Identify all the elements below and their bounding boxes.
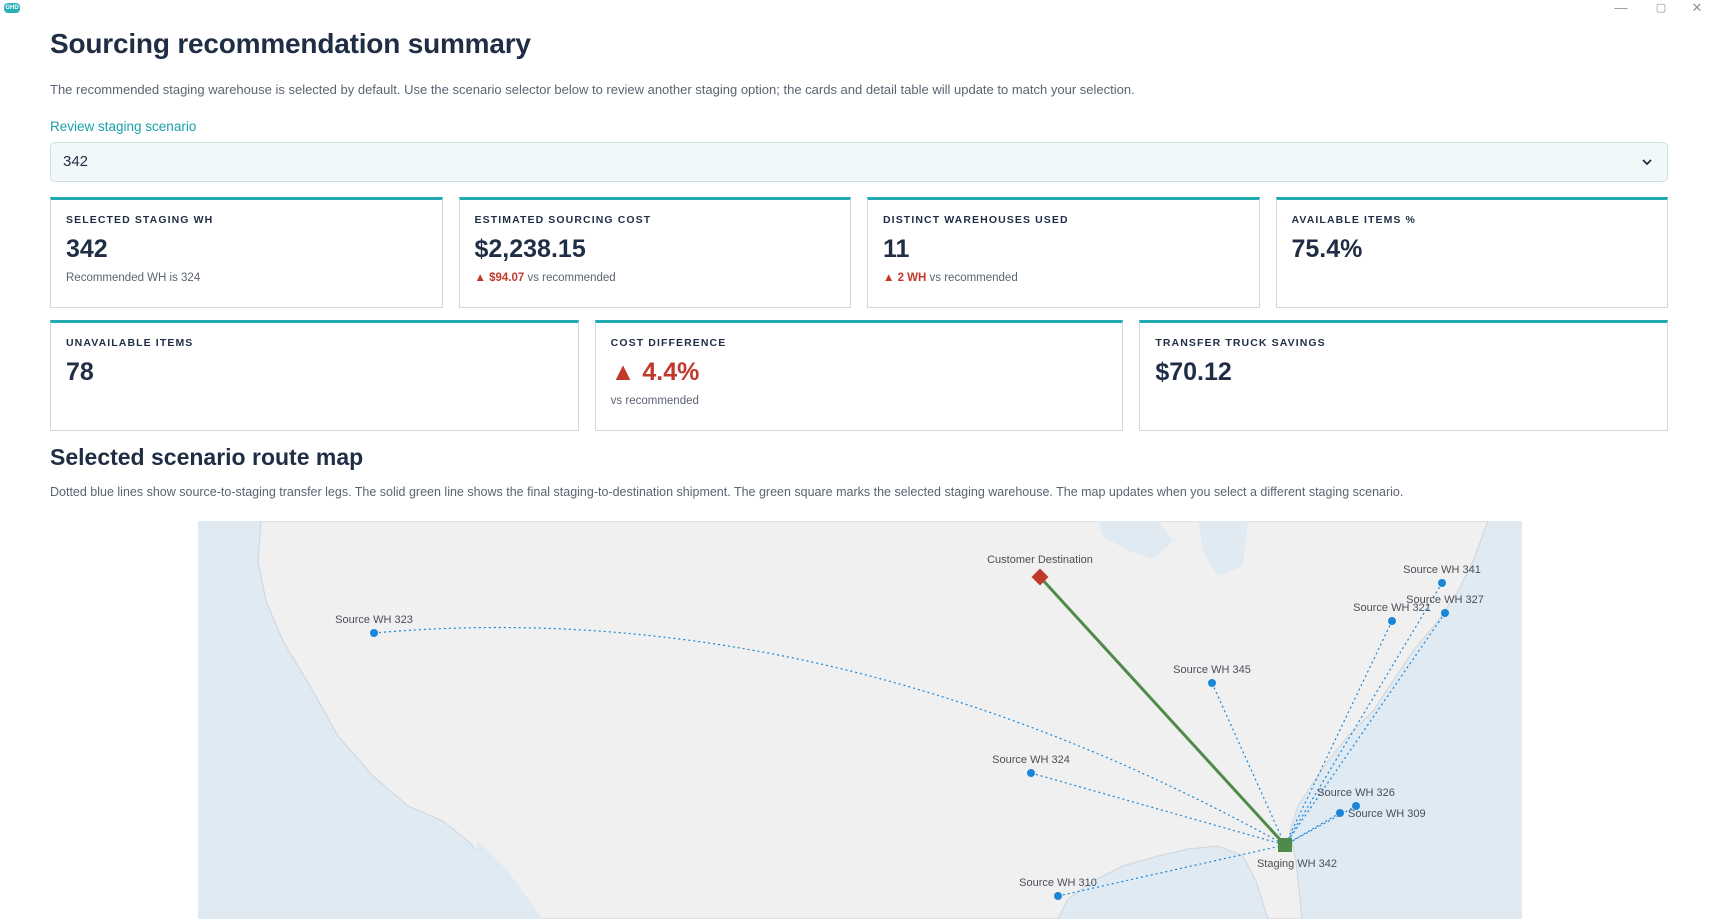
source-warehouse-marker [1438, 579, 1446, 587]
great-lakes [1198, 521, 1248, 576]
card-distinct-warehouses: DISTINCT WAREHOUSES USED 11 ▲ 2 WH vs re… [867, 197, 1260, 308]
card-estimated-cost: ESTIMATED SOURCING COST $2,238.15 ▲ $94.… [458, 197, 851, 308]
card-value: ▲ 4.4% [610, 358, 700, 386]
transfer-route-line [1284, 612, 1446, 846]
card-label: DISTINCT WAREHOUSES USED [883, 214, 1069, 226]
card-transfer-truck-savings: TRANSFER TRUCK SAVINGS $70.12 [1139, 320, 1669, 431]
card-value: 78 [66, 358, 94, 386]
source-warehouse-label: Source WH 309 [1348, 808, 1426, 820]
page-intro: The recommended staging warehouse is sel… [50, 82, 1135, 97]
card-sub: vs recommended [610, 395, 699, 407]
transfer-route-line [373, 626, 1286, 846]
close-icon[interactable]: ✕ [1691, 0, 1703, 15]
source-warehouse-marker [370, 629, 378, 637]
card-selected-staging: SELECTED STAGING WH 342 Recommended WH i… [50, 197, 443, 308]
card-value: 342 [66, 235, 108, 263]
source-warehouse-marker [1336, 809, 1344, 817]
great-lakes [1098, 521, 1173, 559]
scenario-selector-label: Review staging scenario [50, 119, 197, 134]
card-sub: ▲ $94.07 vs recommended [475, 272, 836, 284]
card-sub: ▲ 2 WH vs recommended [883, 272, 1244, 284]
staging-warehouse-marker [1278, 838, 1292, 852]
final-shipment-line [1038, 575, 1287, 847]
card-label: SELECTED STAGING WH [66, 214, 214, 226]
customer-destination-label: Customer Destination [987, 554, 1093, 566]
scenario-select-value: 342 [63, 153, 89, 170]
window-title-bar: GHD — ▢ ✕ [0, 0, 1711, 18]
land-mass [257, 521, 1489, 919]
source-warehouse-marker [1027, 769, 1035, 777]
card-value: 75.4% [1291, 235, 1363, 263]
route-map[interactable]: Source WH 323 Source WH 341 Source WH 327 S… [198, 521, 1522, 919]
route-lines [373, 575, 1446, 897]
source-warehouse-marker [1352, 802, 1360, 810]
card-value: $2,238.15 [474, 235, 586, 263]
source-warehouse-marker [1054, 892, 1062, 900]
transfer-route-line [1284, 620, 1393, 846]
source-warehouse-label: Source WH 327 [1406, 594, 1484, 606]
card-value: 11 [883, 235, 910, 263]
card-label: COST DIFFERENCE [610, 337, 727, 349]
card-cost-difference: COST DIFFERENCE ▲ 4.4% vs recommended [594, 320, 1124, 431]
card-sub: Recommended WH is 324 [66, 272, 201, 284]
source-warehouse-marker [1388, 617, 1396, 625]
card-available-items: AVAILABLE ITEMS % 75.4% [1275, 197, 1668, 308]
delta-badge: ▲ 2 WH [883, 272, 927, 284]
transfer-route-line [1284, 805, 1357, 846]
source-warehouse-label: Source WH 324 [992, 754, 1070, 766]
transfer-route-line [1284, 582, 1443, 846]
delta-text: vs recommended [926, 272, 1018, 284]
kpi-cards-row-2: UNAVAILABLE ITEMS 78 COST DIFFERENCE ▲ 4… [50, 320, 1669, 431]
card-unavailable-items: UNAVAILABLE ITEMS 78 [50, 320, 579, 431]
delta-badge: ▲ $94.07 [474, 272, 525, 284]
delta-text: vs recommended [524, 272, 616, 284]
gulf-of-california [473, 841, 543, 919]
source-warehouse-label: Source WH 310 [1019, 877, 1097, 889]
source-warehouse-marker [1441, 609, 1449, 617]
staging-warehouse-label: Staging WH 342 [1257, 858, 1337, 870]
kpi-cards-row-1: SELECTED STAGING WH 342 Recommended WH i… [50, 197, 1668, 308]
maximize-icon[interactable]: ▢ [1655, 2, 1667, 14]
card-label: UNAVAILABLE ITEMS [66, 337, 194, 349]
route-map-note: Dotted blue lines show source-to-staging… [50, 485, 1404, 499]
card-value: $70.12 [1155, 358, 1232, 386]
transfer-route-line [1057, 844, 1286, 897]
source-warehouse-label: Source WH 326 [1317, 787, 1395, 799]
source-warehouse-label: Source WH 345 [1173, 664, 1251, 676]
chevron-down-icon [1642, 159, 1652, 166]
card-label: AVAILABLE ITEMS % [1291, 214, 1416, 226]
scenario-select[interactable]: 342 [50, 142, 1668, 182]
card-label: TRANSFER TRUCK SAVINGS [1155, 337, 1326, 349]
minimize-icon[interactable]: — [1614, 0, 1628, 15]
transfer-route-line [1030, 772, 1286, 846]
transfer-route-line [1284, 812, 1341, 846]
route-map-title: Selected scenario route map [50, 444, 364, 470]
source-warehouse-label: Source WH 341 [1403, 564, 1481, 576]
source-warehouse-label: Source WH 321 [1353, 602, 1431, 614]
page-title: Sourcing recommendation summary [50, 28, 531, 59]
source-warehouse-marker [1208, 679, 1216, 687]
card-label: ESTIMATED SOURCING COST [474, 214, 652, 226]
page-content: Sourcing recommendation summary The reco… [50, 28, 1669, 515]
source-warehouse-label: Source WH 323 [335, 614, 413, 626]
app-logo: GHD [4, 3, 20, 13]
